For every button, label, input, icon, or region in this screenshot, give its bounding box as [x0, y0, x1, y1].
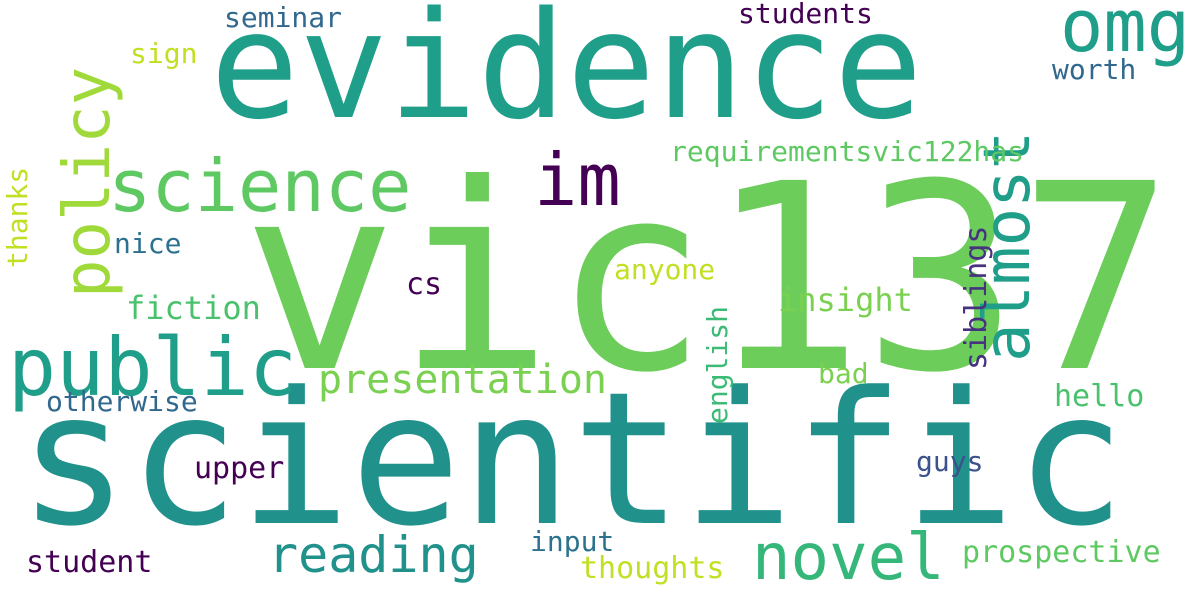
word-public: public — [8, 321, 297, 414]
word-english: english — [701, 305, 734, 424]
word-requirementsvic122has: requirementsvic122has — [670, 135, 1025, 168]
word-im: im — [534, 138, 621, 222]
word-science: science — [108, 144, 412, 228]
word-student: student — [26, 545, 153, 580]
word-novel: novel — [752, 521, 945, 595]
word-students: students — [738, 0, 873, 30]
word-prospective: prospective — [962, 535, 1161, 570]
word-anyone: anyone — [614, 253, 716, 286]
word-thanks: thanks — [1, 166, 34, 268]
word-seminar: seminar — [224, 1, 343, 34]
word-upper: upper — [194, 451, 285, 486]
word-policy: policy — [51, 66, 125, 298]
word-thoughts: thoughts — [580, 551, 725, 586]
word-worth: worth — [1052, 53, 1137, 86]
word-evidence: evidence — [210, 0, 923, 152]
word-insight: insight — [778, 281, 913, 319]
word-sign: sign — [130, 37, 198, 70]
word-hello: hello — [1054, 379, 1145, 414]
word-guys: guys — [916, 445, 984, 478]
word-siblings: siblings — [959, 225, 994, 371]
word-bad: bad — [818, 357, 869, 390]
word-omg: omg — [1060, 0, 1191, 68]
word-fiction: fiction — [126, 289, 261, 327]
word-input: input — [530, 525, 615, 558]
word-presentation: presentation — [318, 357, 607, 403]
word-scientific: scientific — [18, 353, 1126, 567]
word-vic137: vic137 — [242, 129, 1174, 429]
word-reading: reading — [268, 526, 479, 584]
word-cs: cs — [406, 267, 443, 302]
word-nice: nice — [114, 227, 182, 260]
word-otherwise: otherwise — [46, 385, 198, 418]
